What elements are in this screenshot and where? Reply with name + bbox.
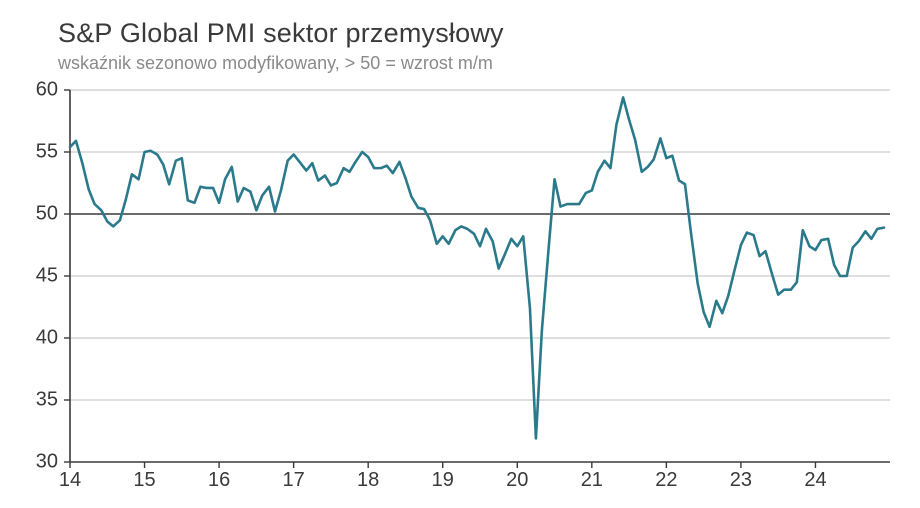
y-tick-label: 35 [18, 389, 58, 412]
y-tick-label: 40 [18, 327, 58, 350]
x-tick-label: 18 [357, 469, 379, 492]
x-tick-label: 14 [59, 469, 81, 492]
chart-title: S&P Global PMI sektor przemysłowy [58, 18, 890, 49]
x-tick-label: 17 [283, 469, 305, 492]
y-tick-label: 60 [18, 79, 58, 102]
y-tick-label: 45 [18, 265, 58, 288]
x-tick-label: 23 [730, 469, 752, 492]
y-tick-label: 50 [18, 203, 58, 226]
x-tick-label: 20 [506, 469, 528, 492]
x-tick-label: 16 [208, 469, 230, 492]
x-tick-label: 19 [432, 469, 454, 492]
chart-svg [0, 82, 920, 502]
chart-container: S&P Global PMI sektor przemysłowy wskaźn… [0, 0, 920, 508]
x-tick-label: 15 [133, 469, 155, 492]
x-tick-label: 22 [655, 469, 677, 492]
x-tick-label: 21 [581, 469, 603, 492]
chart-subtitle: wskaźnik sezonowo modyfikowany, > 50 = w… [58, 53, 890, 74]
x-tick-label: 24 [804, 469, 826, 492]
series-line-pmi [70, 97, 884, 438]
chart-area: 30 35 40 45 50 55 60 14 15 16 17 18 19 20 21 22 23 24 [0, 82, 920, 502]
y-tick-label: 55 [18, 141, 58, 164]
y-tick-label: 30 [18, 451, 58, 474]
